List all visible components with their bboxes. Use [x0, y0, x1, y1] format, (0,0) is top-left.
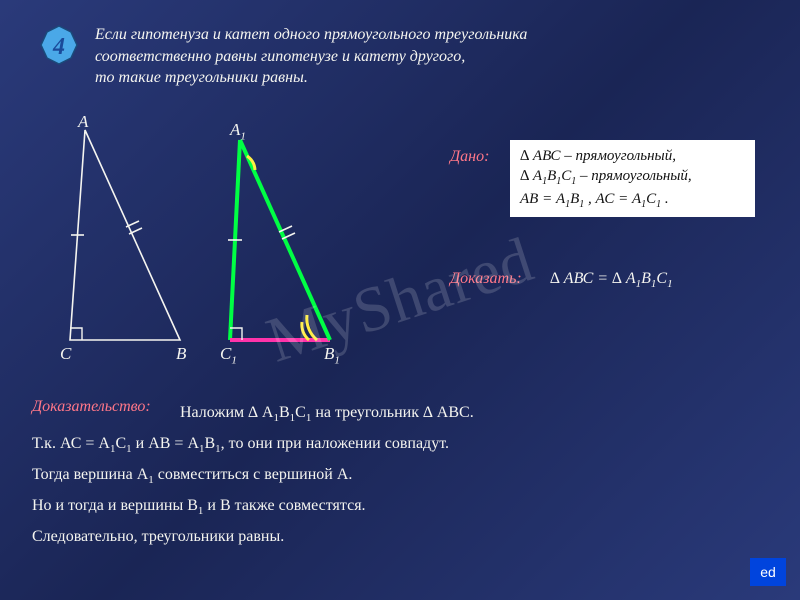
- proof-line: Тогда вершина А1 совместиться с вершиной…: [32, 460, 752, 491]
- prove-label: Доказать:: [450, 270, 522, 288]
- theorem-line: Если гипотенуза и катет одного прямоугол…: [95, 24, 755, 46]
- given-line: ∆ А1В1С1 – прямоугольный,: [520, 166, 745, 189]
- theorem-statement: Если гипотенуза и катет одного прямоугол…: [95, 24, 755, 89]
- corner-badge: ed: [750, 558, 786, 586]
- proof-line: Т.к. АС = А1С1 и АВ = А1В1, то они при н…: [32, 429, 752, 460]
- proof-body: Наложим ∆ А1В1С1 на треугольник ∆ АВС. Т…: [32, 398, 752, 553]
- vertex-label-a1: А1: [230, 120, 246, 142]
- item-number-badge: 4: [38, 24, 80, 66]
- proof-line: Следовательно, треугольники равны.: [32, 522, 752, 552]
- vertex-label-b: В: [176, 344, 186, 364]
- proof-line: Наложим ∆ А1В1С1 на треугольник ∆ АВС.: [180, 398, 752, 429]
- prove-statement: ∆ АВС = ∆ А1В1С1: [550, 270, 673, 290]
- vertex-label-c1: С1: [220, 344, 237, 366]
- svg-text:4: 4: [52, 34, 65, 60]
- theorem-line: то такие треугольники равны.: [95, 67, 755, 89]
- given-line: АВ = А1В1 , АС = А1С1 .: [520, 189, 745, 212]
- proof-line: Но и тогда и вершины В1 и В также совмес…: [32, 491, 752, 522]
- given-line: ∆ АВС – прямоугольный,: [520, 146, 745, 166]
- vertex-label-a: А: [78, 112, 88, 132]
- given-box: ∆ АВС – прямоугольный, ∆ А1В1С1 – прямоу…: [510, 140, 755, 217]
- vertex-label-c: С: [60, 344, 71, 364]
- theorem-line: соответственно равны гипотенузе и катету…: [95, 46, 755, 68]
- vertex-label-b1: В1: [324, 344, 340, 366]
- triangles-diagram: А В С А1 В1 С1: [30, 110, 370, 390]
- given-label: Дано:: [450, 148, 489, 166]
